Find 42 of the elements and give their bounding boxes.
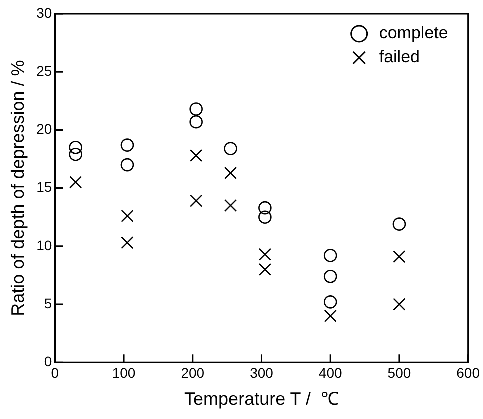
point bbox=[258, 210, 272, 224]
point bbox=[324, 310, 337, 322]
point bbox=[121, 236, 134, 250]
legend-label: complete bbox=[379, 24, 448, 43]
x-tick-label: 400 bbox=[318, 364, 342, 381]
point bbox=[258, 248, 272, 261]
y-tick-label: 25 bbox=[36, 62, 52, 79]
point bbox=[190, 102, 203, 116]
point bbox=[224, 142, 238, 156]
y-tick-label: 10 bbox=[36, 237, 52, 254]
point bbox=[258, 263, 272, 276]
y-tick-label: 5 bbox=[44, 295, 52, 312]
point bbox=[69, 148, 82, 162]
x-axis-title: Temperature T / ℃ bbox=[184, 389, 339, 410]
x-tick-label: 100 bbox=[112, 364, 136, 381]
x-tick-label: 500 bbox=[388, 364, 412, 381]
point bbox=[393, 250, 406, 264]
y-tick-label: 30 bbox=[36, 4, 52, 21]
y-tick-label: 0 bbox=[44, 353, 52, 370]
x-tick-label: 200 bbox=[181, 364, 205, 381]
point bbox=[224, 166, 238, 180]
y-axis-title: Ratio of depth of depression / % bbox=[8, 60, 28, 316]
x-tick-label: 300 bbox=[250, 364, 274, 381]
x-tick-label: 600 bbox=[456, 364, 480, 381]
y-tick-label: 20 bbox=[36, 121, 52, 138]
y-tick-label: 15 bbox=[36, 179, 52, 196]
point bbox=[121, 210, 134, 222]
point bbox=[69, 140, 82, 154]
point bbox=[324, 270, 338, 284]
point bbox=[120, 138, 134, 152]
point bbox=[258, 201, 272, 215]
point bbox=[190, 149, 203, 162]
point bbox=[324, 296, 338, 309]
point bbox=[70, 176, 82, 189]
point bbox=[120, 158, 134, 172]
legend-label: failed bbox=[379, 48, 420, 67]
point bbox=[324, 249, 338, 262]
point bbox=[393, 298, 406, 311]
point bbox=[190, 194, 203, 208]
point bbox=[190, 115, 203, 129]
point bbox=[224, 199, 238, 212]
point bbox=[392, 218, 406, 231]
